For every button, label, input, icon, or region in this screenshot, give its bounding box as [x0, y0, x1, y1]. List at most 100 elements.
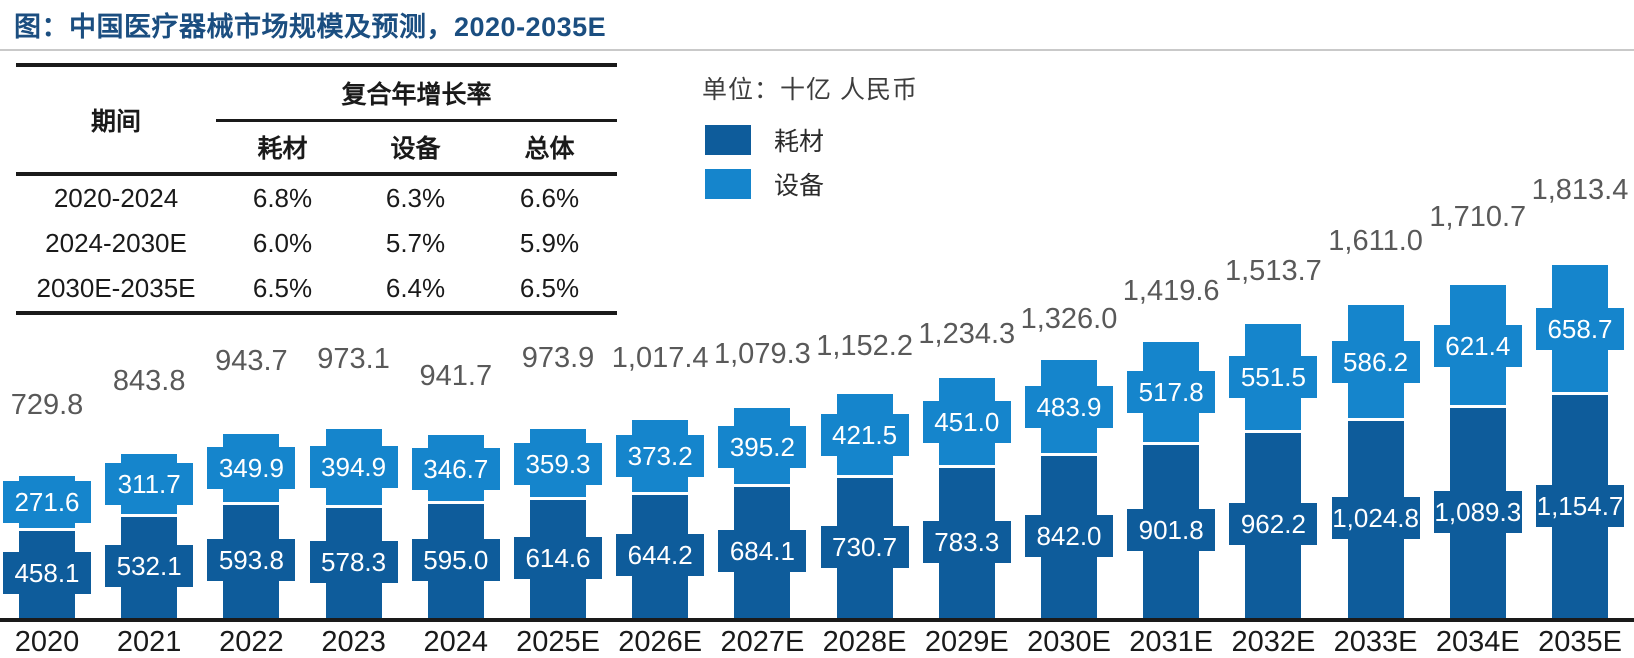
- x-axis-line: [0, 618, 1634, 622]
- consumables-value-label: 532.1: [105, 545, 194, 588]
- segment-separator: [938, 464, 995, 468]
- legend-swatch-equipment-icon: [705, 169, 751, 199]
- table-header-cagr-group: 复合年增长率: [216, 65, 618, 122]
- segment-separator: [427, 501, 484, 505]
- title-divider: [0, 49, 1634, 51]
- table-cell-value: 5.9%: [519, 228, 580, 258]
- consumables-value-label: 962.2: [1229, 503, 1318, 546]
- consumables-value-label: 1,154.7: [1536, 484, 1624, 527]
- consumables-value-label: 901.8: [1127, 509, 1216, 552]
- equipment-value-label: 517.8: [1127, 371, 1216, 414]
- equipment-value-label: 621.4: [1433, 324, 1522, 367]
- consumables-value-label: 842.0: [1025, 515, 1113, 558]
- table-header-consumables: 耗材: [216, 120, 349, 176]
- x-axis-label: 2024: [423, 626, 489, 658]
- x-axis-label: 2020: [14, 626, 80, 658]
- segment-separator: [1143, 441, 1200, 445]
- table-cell-value: 6.3%: [385, 183, 446, 213]
- equipment-value-label: 373.2: [616, 435, 705, 478]
- consumables-value-label: 1,024.8: [1331, 497, 1420, 540]
- total-label: 1,710.7: [1429, 201, 1527, 234]
- total-label: 1,419.6: [1122, 274, 1220, 307]
- table-header-total: 总体: [482, 120, 618, 176]
- chart-title: 图：中国医疗器械市场规模及预测，2020-2035E: [14, 12, 607, 42]
- table-cell-value: 6.4%: [385, 273, 446, 303]
- equipment-value-label: 586.2: [1331, 340, 1420, 383]
- consumables-value-label: 644.2: [616, 534, 705, 577]
- consumables-value-label: 684.1: [718, 530, 807, 573]
- consumables-value-label: 458.1: [3, 552, 91, 595]
- equipment-value-label: 451.0: [922, 400, 1011, 443]
- table-cell-value: 6.6%: [519, 183, 580, 213]
- equipment-value-label: 483.9: [1025, 386, 1113, 429]
- segment-separator: [530, 497, 586, 501]
- total-label: 1,079.3: [714, 338, 811, 371]
- segment-separator: [325, 504, 382, 508]
- consumables-value-label: 1,089.3: [1433, 491, 1522, 534]
- consumables-value-label: 593.8: [207, 539, 296, 582]
- total-label: 1,234.3: [918, 317, 1016, 350]
- legend-swatch-consumables-icon: [705, 125, 751, 155]
- total-label: 1,326.0: [1020, 303, 1118, 336]
- x-axis-label: 2023: [321, 626, 386, 658]
- x-axis-label: 2034E: [1435, 626, 1520, 658]
- x-axis-label: 2025E: [516, 626, 600, 658]
- consumables-value-label: 595.0: [411, 539, 500, 582]
- table-row: 2030E-2035E 6.5% 6.4% 6.5%: [16, 266, 617, 313]
- segment-separator: [1449, 405, 1506, 409]
- total-label: 1,611.0: [1328, 224, 1423, 257]
- segment-separator: [1347, 417, 1404, 421]
- total-label: 1,152.2: [816, 329, 913, 362]
- consumables-value-label: 783.3: [922, 520, 1011, 563]
- segment-separator: [19, 527, 75, 531]
- legend-item-equipment: 设备: [705, 168, 824, 200]
- equipment-value-label: 346.7: [411, 447, 500, 490]
- total-label: 1,017.4: [611, 342, 709, 375]
- segment-separator: [1041, 453, 1097, 457]
- equipment-value-label: 551.5: [1229, 356, 1318, 399]
- segment-separator: [1245, 429, 1302, 433]
- table-cell-value: 6.5%: [519, 273, 580, 303]
- equipment-value-label: 395.2: [718, 425, 807, 468]
- legend-label-equipment: 设备: [774, 172, 825, 200]
- segment-separator: [632, 491, 689, 495]
- total-label: 1,513.7: [1225, 254, 1322, 287]
- unit-label: 单位：十亿 人民币: [702, 76, 918, 104]
- total-label: 843.8: [112, 364, 186, 397]
- equipment-value-label: 359.3: [514, 442, 602, 485]
- table-cell-period: 2024-2030E: [45, 228, 187, 258]
- x-axis-label: 2030E: [1027, 626, 1111, 658]
- legend-item-consumables: 耗材: [705, 124, 824, 156]
- x-axis-label: 2032E: [1231, 626, 1316, 658]
- total-label: 973.9: [521, 341, 595, 374]
- equipment-value-label: 311.7: [105, 463, 194, 506]
- cagr-table: 期间 复合年增长率 耗材 设备 总体 2020-2024 6.8% 6.3% 6…: [16, 63, 618, 315]
- x-axis-label: 2026E: [618, 626, 703, 658]
- table-row: 2020-2024 6.8% 6.3% 6.6%: [16, 174, 617, 221]
- x-axis-label: 2031E: [1129, 626, 1214, 658]
- equipment-value-label: 658.7: [1536, 308, 1624, 351]
- equipment-value-label: 421.5: [820, 413, 909, 456]
- equipment-value-label: 349.9: [207, 447, 296, 490]
- segment-separator: [1552, 392, 1608, 396]
- table-cell-value: 5.7%: [385, 228, 446, 258]
- table-cell-period: 2020-2024: [53, 183, 179, 213]
- total-label: 941.7: [419, 359, 493, 392]
- x-axis-label: 2028E: [822, 626, 907, 658]
- table-cell-period: 2030E-2035E: [36, 273, 196, 303]
- equipment-value-label: 271.6: [3, 481, 91, 524]
- segment-separator: [734, 483, 791, 487]
- x-axis-label: 2035E: [1538, 626, 1622, 658]
- consumables-value-label: 614.6: [514, 537, 602, 580]
- table-row: 2024-2030E 6.0% 5.7% 5.9%: [16, 221, 617, 266]
- legend: 耗材 设备: [705, 124, 824, 212]
- table-header-period: 期间: [16, 65, 216, 176]
- x-axis-label: 2021: [116, 626, 182, 658]
- table-header-equipment: 设备: [349, 120, 482, 176]
- table-cell-value: 6.8%: [252, 183, 313, 213]
- total-label: 1,813.4: [1531, 174, 1629, 207]
- table-cell-value: 6.5%: [252, 273, 313, 303]
- legend-label-consumables: 耗材: [774, 128, 825, 156]
- consumables-value-label: 578.3: [309, 540, 398, 583]
